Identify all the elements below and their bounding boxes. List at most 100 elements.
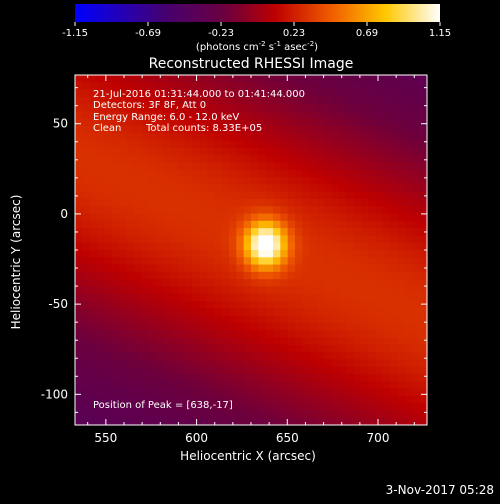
heatmap-cell [405, 403, 413, 412]
heatmap-cell [302, 118, 311, 127]
heatmap-cell [229, 184, 237, 193]
heatmap-cell [309, 213, 318, 222]
heatmap-cell [287, 140, 296, 149]
heatmap-cell [412, 373, 421, 382]
heatmap-cell [133, 410, 142, 419]
heatmap-cell [170, 184, 179, 193]
heatmap-cell [353, 104, 362, 113]
heatmap-cell [390, 322, 399, 331]
heatmap-cell [89, 293, 98, 302]
heatmap-cell [383, 286, 391, 295]
heatmap-cell [280, 206, 289, 215]
heatmap-cell [141, 118, 149, 127]
heatmap-cell [368, 271, 377, 280]
heatmap-cell [192, 388, 201, 397]
heatmap-cell [243, 308, 252, 317]
heatmap-cell [199, 177, 208, 185]
heatmap-cell [295, 242, 303, 251]
heatmap-cell [199, 403, 208, 412]
heatmap-cell [339, 147, 347, 156]
heatmap-cell [368, 293, 377, 302]
heatmap-cell [353, 301, 362, 309]
heatmap-cell [214, 191, 223, 200]
heatmap-cell [192, 344, 201, 353]
heatmap-cell [126, 242, 135, 251]
heatmap-cell [97, 118, 105, 127]
heatmap-cell [346, 337, 355, 346]
heatmap-cell [346, 111, 355, 120]
heatmap-cell [243, 337, 252, 346]
heatmap-cell [302, 250, 311, 258]
heatmap-cell [390, 75, 399, 83]
heatmap-cell [397, 403, 406, 412]
heatmap-cell [331, 279, 340, 288]
heatmap-cell [243, 279, 252, 288]
heatmap-cell [229, 111, 237, 120]
heatmap-cell [243, 177, 252, 185]
heatmap-cell [75, 155, 83, 164]
heatmap-cell [221, 257, 230, 266]
heatmap-cell [170, 366, 179, 375]
heatmap-cell [353, 89, 362, 98]
heatmap-cell [346, 381, 355, 390]
heatmap-cell [199, 257, 208, 266]
heatmap-cell [104, 344, 113, 353]
heatmap-cell [412, 184, 421, 193]
heatmap-cell [412, 381, 421, 390]
heatmap-cell [199, 381, 208, 390]
heatmap-cell [155, 352, 164, 360]
heatmap-cell [119, 96, 127, 105]
heatmap-cell [295, 198, 303, 207]
heatmap-cell [104, 96, 113, 105]
heatmap-cell [133, 155, 142, 164]
heatmap-cell [339, 111, 347, 120]
heatmap-cell [419, 359, 427, 368]
heatmap-cell [75, 235, 83, 244]
heatmap-cell [221, 82, 230, 91]
heatmap-cell [199, 191, 208, 200]
heatmap-cell [148, 366, 157, 375]
heatmap-cell [295, 352, 303, 360]
heatmap-cell [243, 162, 252, 171]
heatmap-cell [295, 133, 303, 142]
heatmap-cell [75, 126, 83, 134]
heatmap-cell [89, 395, 98, 404]
heatmap-cell [390, 264, 399, 273]
heatmap-cell [339, 228, 347, 237]
heatmap-cell [368, 82, 377, 91]
heatmap-cell [192, 126, 201, 134]
heatmap-cell [309, 293, 318, 302]
heatmap-cell [390, 126, 399, 134]
heatmap-cell [419, 147, 427, 156]
heatmap-cell [214, 228, 223, 237]
heatmap-cell [353, 213, 362, 222]
heatmap-cell [199, 206, 208, 215]
heatmap-cell [229, 147, 237, 156]
heatmap-cell [375, 155, 384, 164]
heatmap-cell [339, 75, 347, 83]
annotation-clean: Clean [93, 123, 121, 134]
heatmap-cell [405, 89, 413, 98]
heatmap-cell [251, 169, 259, 178]
heatmap-cell [265, 366, 274, 375]
heatmap-cell [339, 359, 347, 368]
heatmap-cell [75, 301, 83, 309]
heatmap-cell [177, 337, 186, 346]
heatmap-cell [302, 82, 311, 91]
peak-position-label: Position of Peak = [638,-17] [93, 400, 233, 411]
heatmap-cell [375, 206, 384, 215]
heatmap-cell [229, 344, 237, 353]
heatmap-cell [126, 322, 135, 331]
heatmap-cell [75, 337, 83, 346]
heatmap-cell [75, 75, 83, 83]
heatmap-cell [412, 344, 421, 353]
heatmap-cell [199, 184, 208, 193]
heatmap-cell [111, 330, 120, 339]
heatmap-cell [419, 111, 427, 120]
heatmap-cell [302, 177, 311, 185]
heatmap-cell [229, 75, 237, 83]
heatmap-cell [273, 271, 281, 280]
heatmap-cell [397, 366, 406, 375]
heatmap-cell [236, 250, 245, 258]
